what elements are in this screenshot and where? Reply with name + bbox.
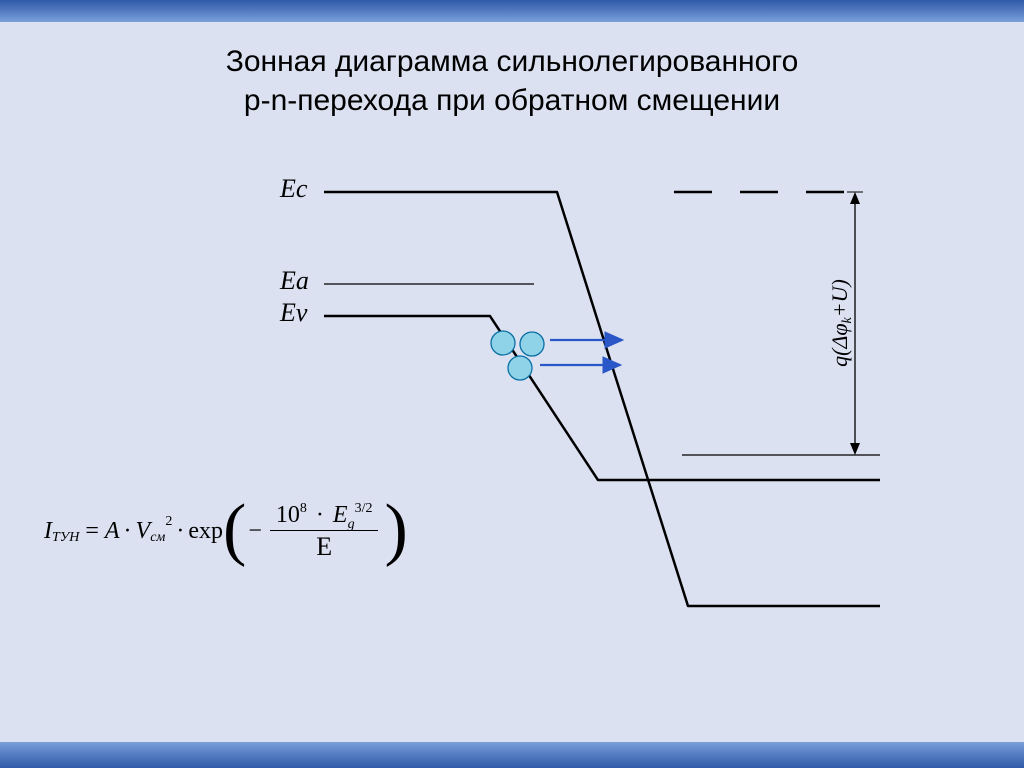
- diagram-svg: [0, 0, 1024, 768]
- tunnel-current-formula: IТУН = A · Vсм2 · exp ( − 108 · Eg3/2 E …: [44, 500, 408, 564]
- label-vertical-qphi: q(Δφk+U): [827, 263, 853, 383]
- label-Ev: Ev: [280, 298, 307, 328]
- band-diagram: [0, 0, 1024, 768]
- label-Ea: Ea: [280, 266, 309, 296]
- label-Ec: Ec: [280, 174, 307, 204]
- formula-fraction: 108 · Eg3/2 E: [270, 500, 379, 564]
